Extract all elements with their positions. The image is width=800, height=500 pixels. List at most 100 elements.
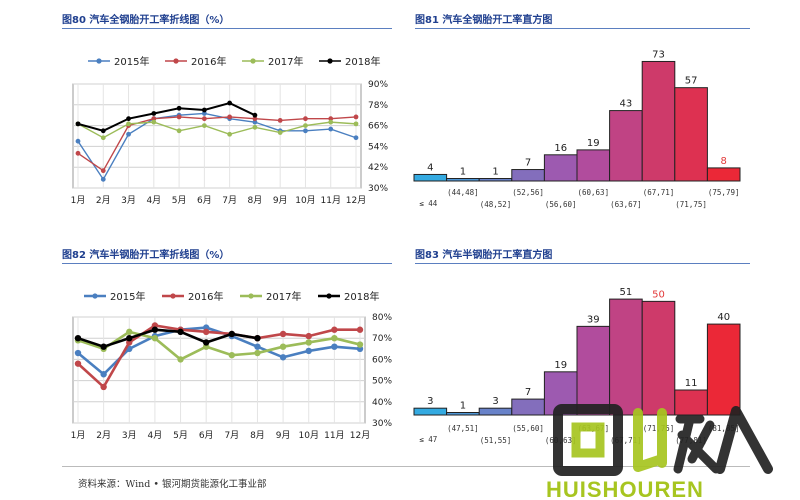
chart-title-fig82: 图82 汽车半钢胎开工率折线图（%） — [62, 250, 230, 261]
fig80-data-point — [227, 100, 233, 106]
fig83-data-label: 11 — [685, 378, 698, 389]
fig83-bar — [576, 325, 611, 416]
fig82-legend-label: 2018年 — [344, 290, 379, 303]
fig83-data-label: 3 — [427, 396, 433, 407]
fig83-x-category-label: (67,71] — [610, 436, 642, 445]
fig80-data-point — [100, 128, 106, 134]
fig83-data-label: 7 — [525, 387, 531, 398]
fig82-legend-marker — [92, 293, 98, 299]
fig82-data-point — [100, 343, 107, 350]
fig82-data-point — [279, 330, 287, 338]
fig82-data-point — [202, 328, 210, 336]
fig81-bar — [576, 149, 611, 182]
fig82-legend-label: 2017年 — [266, 290, 301, 303]
fig83-data-label: 40 — [717, 312, 730, 323]
fig81-data-label: 4 — [427, 162, 433, 173]
fig82-x-tick-label: 11月 — [324, 430, 344, 441]
fig81-x-category-label: (44,48] — [447, 188, 479, 197]
fig80-data-point — [151, 119, 157, 125]
fig80-data-point — [303, 128, 308, 134]
fig83-data-label: 39 — [587, 314, 600, 325]
fig83-data-label: 50 — [652, 289, 665, 300]
fig80-data-point — [100, 176, 106, 182]
fig82-data-point — [331, 335, 338, 342]
fig80-x-tick-label: 11月 — [321, 195, 341, 206]
fig83-bar — [641, 300, 676, 416]
fig80-y-tick-label: 54% — [368, 142, 388, 152]
fig80-y-tick-label: 90% — [368, 80, 388, 90]
fig80-series-line — [77, 121, 357, 139]
fig80-data-point — [328, 119, 334, 125]
footer-rule — [62, 466, 750, 467]
title-rule-top-left — [62, 28, 392, 29]
fig80-data-point — [201, 111, 207, 116]
fig80-legend-marker — [173, 58, 179, 64]
fig83-bar — [609, 298, 643, 416]
fig82-data-point — [74, 335, 82, 342]
fig80-data-point — [277, 118, 283, 123]
fig82-x-tick-label: 4月 — [148, 430, 163, 441]
fig82-data-point — [202, 339, 210, 346]
fig82-legend-marker — [326, 293, 332, 299]
fig82-data-point — [177, 328, 184, 336]
fig80-x-tick-label: 10月 — [295, 195, 315, 206]
fig83-data-label: 3 — [492, 396, 498, 407]
fig80-series-line — [77, 112, 357, 181]
fig81-data-label: 1 — [492, 167, 498, 178]
fig80-x-tick-label: 7月 — [222, 195, 237, 206]
fig82-x-tick-label: 6月 — [199, 430, 214, 441]
fig80-data-point — [100, 135, 106, 141]
fig80-legend-label: 2017年 — [268, 55, 303, 68]
fig81-bar — [674, 87, 708, 182]
fig81-data-label: 1 — [460, 167, 466, 178]
fig80-data-point — [277, 130, 283, 135]
fig81-bar — [478, 178, 513, 182]
fig80-y-tick-label: 42% — [368, 163, 388, 173]
fig80-data-point — [100, 168, 106, 174]
fig80-x-tick-label: 12月 — [346, 195, 366, 206]
fig80-legend-label: 2015年 — [114, 55, 149, 68]
fig80-x-tick-label: 4月 — [146, 195, 161, 206]
fig80-data-point — [353, 114, 359, 120]
fig80-data-point — [252, 124, 258, 130]
fig80-x-tick-label: 1月 — [71, 195, 86, 206]
fig80-data-point — [252, 116, 258, 122]
fig81-data-label: 43 — [620, 99, 633, 110]
fig82-data-point — [305, 332, 312, 340]
fig81-x-category-label: (60,63] — [577, 188, 609, 197]
fig82-data-point — [151, 326, 159, 333]
fig83-bar — [706, 323, 741, 416]
fig82-series-line — [77, 328, 258, 349]
fig82-x-tick-label: 5月 — [173, 430, 188, 441]
fig80-legend-label: 2018年 — [345, 55, 380, 68]
fig80-data-point — [227, 131, 233, 137]
fig82-x-tick-label: 3月 — [122, 430, 137, 441]
fig81-data-label: 16 — [554, 143, 567, 154]
fig80-data-point — [328, 126, 334, 132]
fig80-data-point — [353, 121, 359, 127]
fig82-y-tick-label: 30% — [372, 419, 392, 429]
chart-title-fig80: 图80 汽车全钢胎开工率折线图（%） — [62, 15, 230, 26]
fig80-legend-marker — [327, 58, 333, 64]
fig80-data-point — [252, 112, 258, 118]
fig82-data-point — [74, 349, 82, 357]
fig82-data-point — [305, 347, 312, 355]
fig82-x-tick-label: 2月 — [96, 430, 111, 441]
fig82-data-point — [151, 335, 159, 342]
fig83-x-category-label: (55,60] — [512, 424, 544, 433]
fig80-data-point — [227, 114, 233, 120]
fig82-data-point — [254, 349, 261, 357]
fig83-bar — [446, 412, 480, 416]
fig80-x-tick-label: 6月 — [197, 195, 212, 206]
fig82-legend-marker — [248, 293, 254, 299]
fig82-x-tick-label: 1月 — [71, 430, 86, 441]
fig80-data-point — [126, 116, 131, 122]
fig81-x-category-label: (63,67] — [610, 200, 642, 209]
fig82-x-tick-label: 12月 — [350, 430, 370, 441]
fig80-x-tick-label: 9月 — [273, 195, 288, 206]
fig81-bar — [706, 167, 741, 182]
fig81-data-label: 57 — [685, 76, 698, 87]
fig80-plot-frame — [72, 83, 362, 189]
fig82-legend-label: 2016年 — [188, 290, 223, 303]
